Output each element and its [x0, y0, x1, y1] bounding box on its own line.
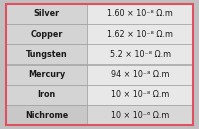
- Bar: [87, 64, 193, 85]
- Bar: [87, 4, 193, 24]
- Text: 10 × 10⁻⁶ Ω.m: 10 × 10⁻⁶ Ω.m: [111, 111, 169, 120]
- Bar: [6, 4, 87, 24]
- Bar: [87, 85, 193, 105]
- Bar: [6, 44, 87, 64]
- Bar: [6, 85, 87, 105]
- Text: Copper: Copper: [30, 30, 63, 39]
- Bar: [87, 105, 193, 125]
- Text: 1.62 × 10⁻⁸ Ω.m: 1.62 × 10⁻⁸ Ω.m: [107, 30, 173, 39]
- Bar: [87, 44, 193, 64]
- Text: 1.60 × 10⁻⁸ Ω.m: 1.60 × 10⁻⁸ Ω.m: [107, 9, 173, 18]
- Bar: [87, 24, 193, 44]
- Text: 10 × 10⁻⁸ Ω.m: 10 × 10⁻⁸ Ω.m: [111, 90, 169, 99]
- Text: Mercury: Mercury: [28, 70, 65, 79]
- Bar: [6, 105, 87, 125]
- Text: Tungsten: Tungsten: [26, 50, 67, 59]
- Text: Silver: Silver: [34, 9, 60, 18]
- Text: 5.2 × 10⁻⁸ Ω.m: 5.2 × 10⁻⁸ Ω.m: [110, 50, 171, 59]
- Bar: [6, 24, 87, 44]
- Text: Iron: Iron: [38, 90, 56, 99]
- Text: Nichrome: Nichrome: [25, 111, 68, 120]
- Text: 94 × 10⁻⁸ Ω.m: 94 × 10⁻⁸ Ω.m: [111, 70, 169, 79]
- Bar: [6, 64, 87, 85]
